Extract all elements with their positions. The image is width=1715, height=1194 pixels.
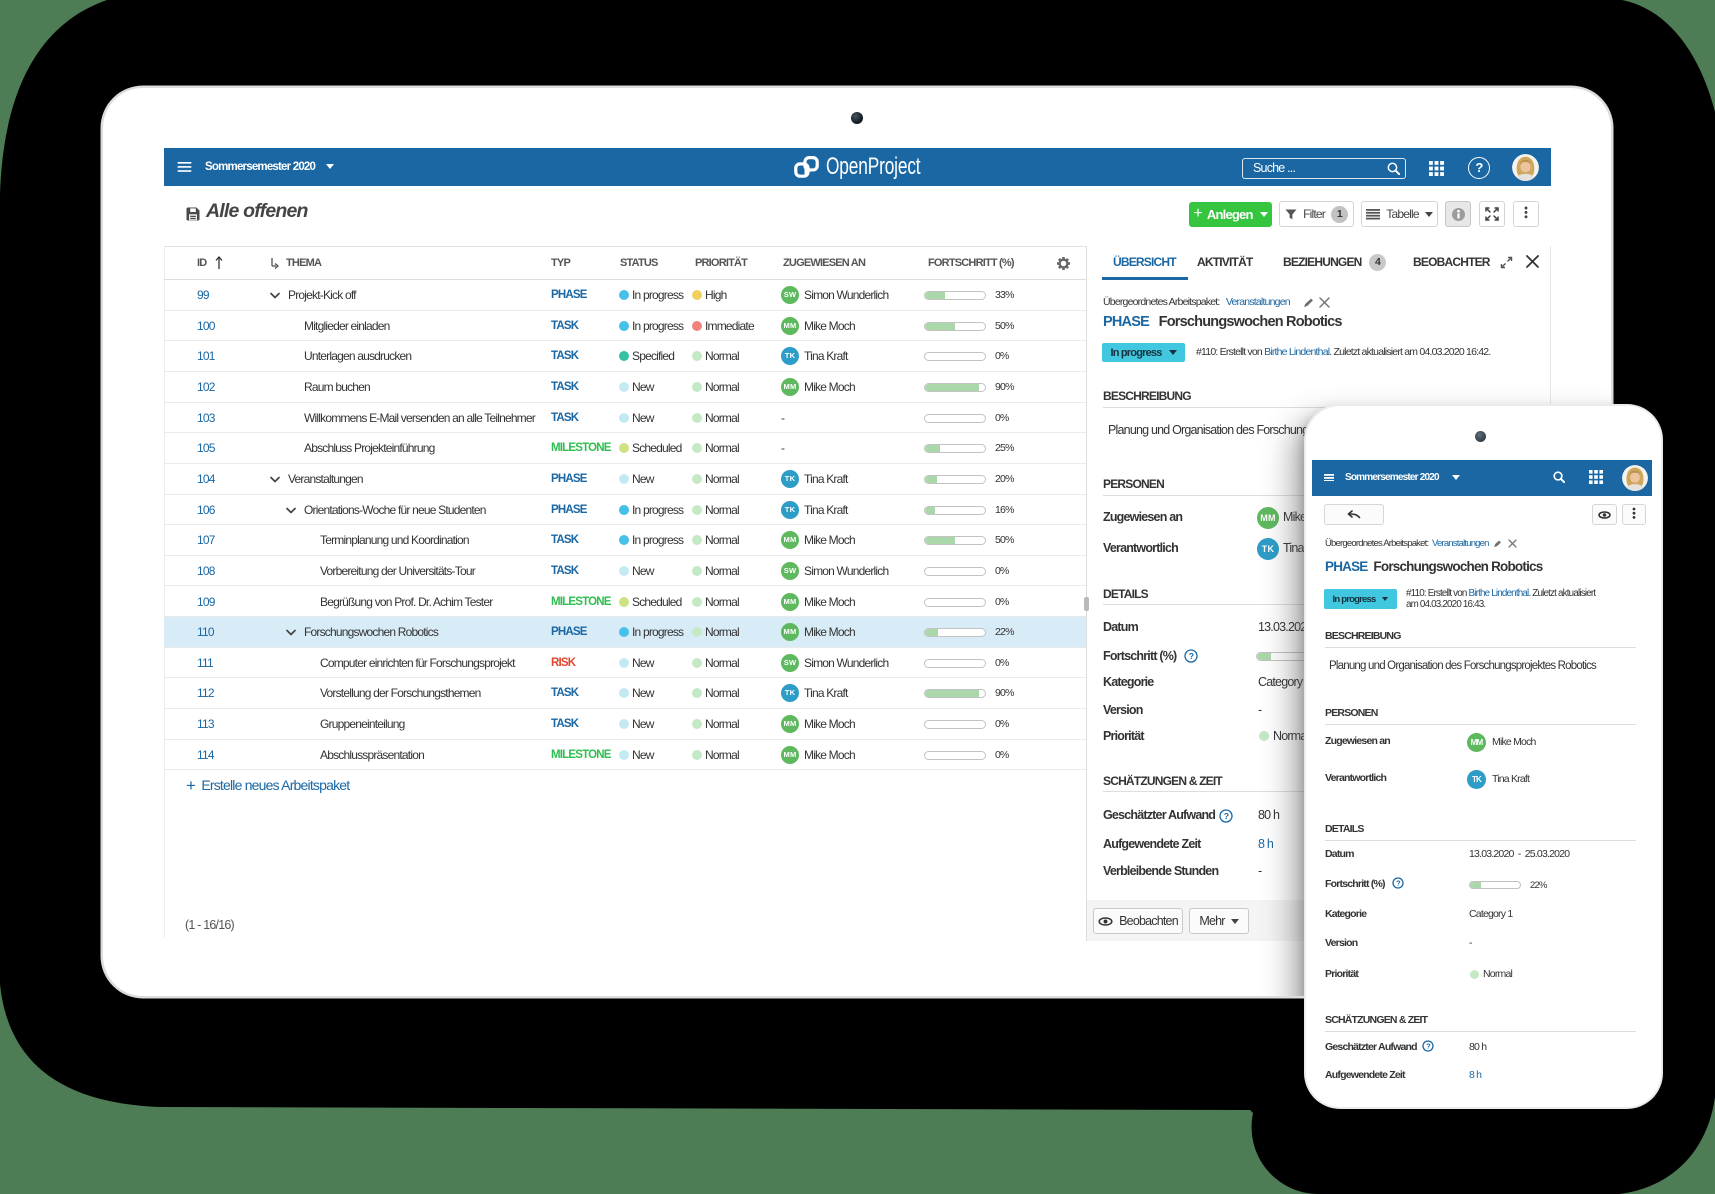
svg-text:?: ?: [1224, 811, 1229, 821]
svg-text:?: ?: [1189, 651, 1194, 661]
svg-text:?: ?: [1426, 1042, 1431, 1051]
svg-text:?: ?: [1396, 879, 1401, 888]
